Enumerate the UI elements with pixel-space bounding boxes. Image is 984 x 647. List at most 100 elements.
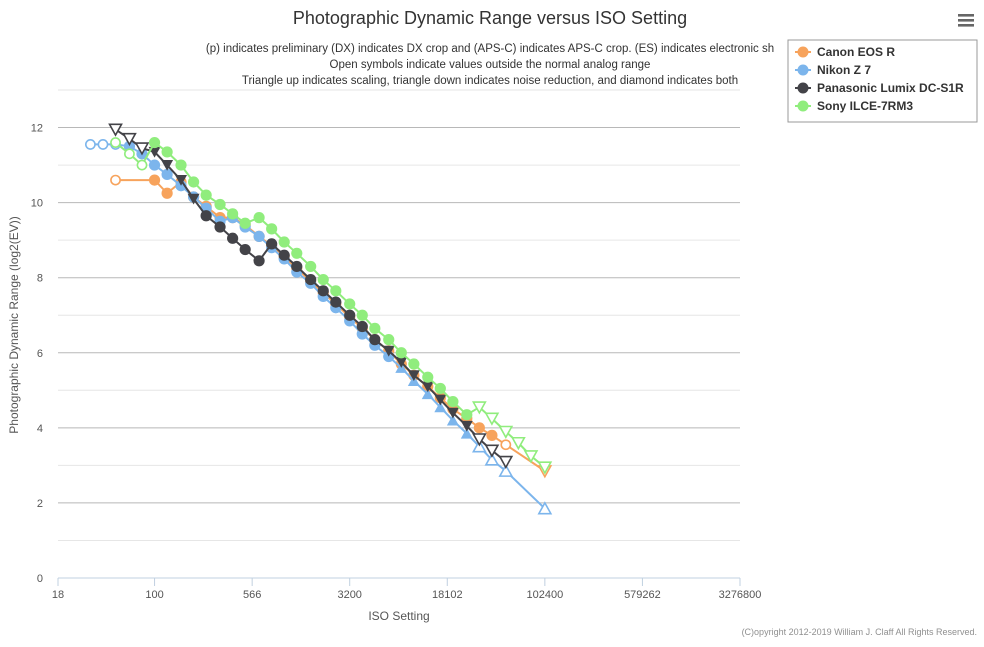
panasonic-lumix-dc-s1r-point[interactable] [253,255,265,267]
sony-ilce-7rm3-point[interactable] [447,395,459,408]
nikon-z-7-point[interactable] [421,388,434,400]
panasonic-lumix-dc-s1r-point[interactable] [266,238,278,250]
sony-ilce-7rm3-point[interactable] [227,208,239,220]
sony-ilce-7rm3-point[interactable] [148,136,161,149]
panasonic-lumix-dc-s1r-point[interactable] [395,357,408,368]
panasonic-lumix-dc-s1r-point[interactable] [175,174,188,186]
legend-label: Nikon Z 7 [817,63,871,77]
sony-ilce-7rm3-point[interactable] [124,148,135,160]
panasonic-lumix-dc-s1r-point[interactable] [187,193,200,205]
canon-eos-r-point[interactable] [148,174,161,186]
canon-eos-r-point[interactable] [486,429,498,441]
sony-ilce-7rm3-point[interactable] [523,450,539,464]
sony-ilce-7rm3-point[interactable] [471,401,487,415]
sony-ilce-7rm3-point[interactable] [422,371,434,383]
sony-ilce-7rm3-point[interactable] [484,412,500,426]
sony-ilce-7rm3-point[interactable] [395,347,407,359]
nikon-z-7-point[interactable] [446,414,459,426]
sony-ilce-7rm3-point[interactable] [383,334,395,346]
sony-ilce-7rm3-point[interactable] [511,436,526,451]
y-tick-label: 4 [37,423,43,435]
sony-ilce-7rm3-point[interactable] [344,298,356,310]
nikon-z-7-point[interactable] [148,159,161,171]
sony-ilce-7rm3-point[interactable] [175,159,187,171]
sony-ilce-7rm3-point[interactable] [110,137,121,148]
x-tick-label: 566 [243,589,261,601]
sony-ilce-7rm3-point[interactable] [408,358,420,370]
nikon-z-7-point[interactable] [498,463,514,477]
panasonic-lumix-dc-s1r-point[interactable] [122,132,137,147]
sony-ilce-7rm3-point[interactable] [369,322,381,334]
panasonic-lumix-dc-s1r-point[interactable] [446,407,459,419]
chart-subtitle-line-2: Open symbols indicate values outside the… [330,59,651,71]
sony-ilce-7rm3-point[interactable] [434,382,446,395]
panasonic-lumix-dc-s1r-point[interactable] [421,381,434,393]
sony-ilce-7rm3-point[interactable] [498,425,514,439]
panasonic-lumix-dc-s1r-point[interactable] [108,123,123,137]
nikon-z-7-point[interactable] [123,140,136,152]
panasonic-lumix-dc-s1r-point[interactable] [161,159,174,171]
nikon-z-7-point[interactable] [84,139,96,150]
panasonic-lumix-dc-s1r-point[interactable] [317,285,329,297]
nikon-z-7-point[interactable] [161,168,173,181]
nikon-z-7-point[interactable] [253,230,265,242]
chart-subtitle-line-3: Triangle up indicates scaling, triangle … [242,75,738,87]
nikon-z-7-point[interactable] [460,427,473,439]
panasonic-lumix-dc-s1r-point[interactable] [407,370,420,381]
series-nikon-z-7 [84,139,553,515]
panasonic-lumix-dc-s1r-point[interactable] [214,221,226,233]
legend-item[interactable]: Canon EOS R [795,45,895,59]
panasonic-lumix-dc-s1r-point[interactable] [434,394,447,406]
sony-ilce-7rm3-point[interactable] [317,273,329,286]
canon-eos-r-point[interactable] [473,422,485,434]
sony-ilce-7rm3-point[interactable] [278,236,290,248]
panasonic-lumix-dc-s1r-point[interactable] [344,309,356,321]
panasonic-lumix-dc-s1r-point[interactable] [484,444,500,458]
sony-ilce-7rm3-point[interactable] [537,461,553,475]
panasonic-lumix-dc-s1r-point[interactable] [239,243,251,256]
x-tick-label: 18 [52,589,64,601]
panasonic-lumix-dc-s1r-point[interactable] [382,345,395,357]
nikon-z-7-point[interactable] [484,452,500,466]
sony-ilce-7rm3-point[interactable] [356,309,368,321]
nikon-z-7-point[interactable] [97,139,109,150]
legend-item[interactable]: Nikon Z 7 [795,63,871,77]
panasonic-lumix-dc-s1r-point[interactable] [291,260,303,273]
panasonic-lumix-dc-s1r-point[interactable] [330,296,342,308]
panasonic-lumix-dc-s1r-point[interactable] [200,210,212,222]
chart-subtitle-line-1: (p) indicates preliminary (DX) indicates… [206,43,774,55]
panasonic-lumix-dc-s1r-point[interactable] [369,334,381,346]
sony-ilce-7rm3-point[interactable] [266,223,278,235]
sony-ilce-7rm3-point[interactable] [187,176,200,188]
nikon-z-7-point[interactable] [434,401,447,413]
menu-icon[interactable] [954,10,976,30]
panasonic-lumix-dc-s1r-point[interactable] [471,433,487,447]
panasonic-lumix-dc-s1r-point[interactable] [305,273,317,286]
canon-eos-r-point[interactable] [500,439,512,451]
legend-item[interactable]: Panasonic Lumix DC-S1R [795,81,964,95]
panasonic-lumix-dc-s1r-point[interactable] [498,455,514,469]
sony-ilce-7rm3-point[interactable] [461,409,473,421]
sony-ilce-7rm3-point[interactable] [330,285,342,297]
nikon-z-7-point[interactable] [537,501,553,515]
panasonic-lumix-dc-s1r-point[interactable] [134,142,150,156]
panasonic-lumix-dc-s1r-point[interactable] [227,232,239,244]
sony-ilce-7rm3-point[interactable] [136,159,148,171]
canon-eos-r-point[interactable] [110,174,121,186]
sony-ilce-7rm3-point[interactable] [161,146,173,158]
sony-ilce-7rm3-point[interactable] [214,198,226,211]
sony-ilce-7rm3-point[interactable] [291,247,303,259]
x-tick-label: 579262 [624,589,661,601]
panasonic-lumix-dc-s1r-point[interactable] [460,420,473,432]
legend-item[interactable]: Sony ILCE-7RM3 [795,99,913,113]
panasonic-lumix-dc-s1r-point[interactable] [356,320,368,333]
sony-ilce-7rm3-point[interactable] [239,217,251,229]
sony-ilce-7rm3-point[interactable] [200,189,212,201]
x-tick-label: 3200 [337,589,361,601]
sony-ilce-7rm3-point[interactable] [305,260,317,273]
sony-ilce-7rm3-point[interactable] [253,212,265,224]
x-axis-title: ISO Setting [368,609,429,623]
panasonic-lumix-dc-s1r-point[interactable] [278,249,290,261]
canon-eos-r-point[interactable] [161,187,173,199]
